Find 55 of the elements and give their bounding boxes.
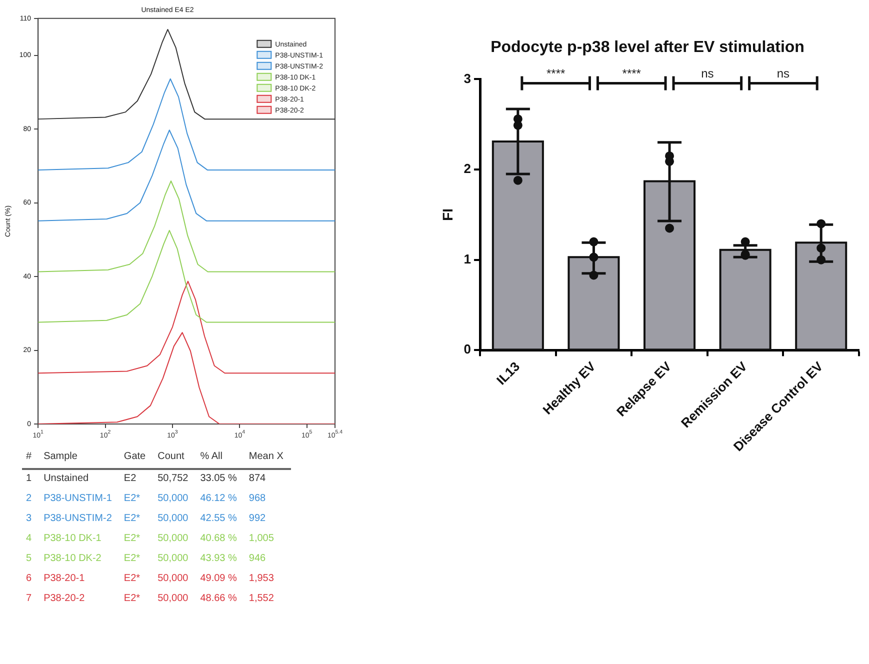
text: E2* (122, 552, 142, 566)
text: 4 (25, 532, 33, 546)
text: Unstained (42, 472, 90, 486)
chart-title: Podocyte p-p38 level after EV stimulation (490, 39, 804, 56)
text: 42.55 % (199, 512, 238, 526)
text: E2* (122, 492, 142, 506)
text: 6 (25, 572, 33, 586)
text: 50,000 (156, 552, 190, 566)
y-axis-title: FI (439, 208, 456, 221)
text: Gate (120, 448, 154, 469)
text: E2* (122, 512, 142, 526)
text: P38-20-2 (42, 592, 86, 606)
text: 46.12 % (199, 492, 238, 506)
text: E2* (122, 592, 142, 606)
text: 968 (248, 492, 267, 506)
text: P38-UNSTIM-2 (42, 512, 113, 526)
text: P38-UNSTIM-1 (42, 492, 113, 506)
text: Count (154, 448, 196, 469)
text: 946 (248, 552, 267, 566)
text: % All (196, 448, 245, 469)
text: P38-10 DK-1 (42, 532, 102, 546)
text: 50,000 (156, 492, 190, 506)
text: # (22, 448, 40, 469)
text: 1,552 (248, 592, 275, 606)
text: P38-10 DK-2 (42, 552, 102, 566)
text: 49.09 % (199, 572, 238, 586)
text: 43.93 % (199, 552, 238, 566)
text: 50,000 (156, 592, 190, 606)
text: 50,000 (156, 572, 190, 586)
text: 50,752 (156, 472, 190, 486)
text: E2 (122, 472, 138, 486)
annotation: **** (546, 66, 566, 81)
text: P38-20-1 (42, 572, 86, 586)
text: 1,953 (248, 572, 275, 586)
y-tick-label: 1 (464, 251, 472, 266)
text: Mean X (244, 448, 292, 469)
annotation: **** (622, 66, 642, 81)
text: 50,000 (156, 532, 190, 546)
text: 7 (25, 592, 33, 606)
text: E2* (122, 572, 142, 586)
annotation: ns (776, 66, 790, 81)
text: 1,005 (248, 532, 275, 546)
text: 874 (248, 472, 267, 486)
text: E2* (122, 532, 142, 546)
text: 50,000 (156, 512, 190, 526)
text: Sample (40, 448, 120, 469)
text: 33.05 % (199, 472, 238, 486)
y-tick-label: 0 (464, 342, 472, 357)
annotation: ns (701, 66, 714, 81)
text: 40.68 % (199, 532, 238, 546)
text: 48.66 % (199, 592, 238, 606)
text: 5 (25, 552, 33, 566)
y-tick-label: 3 (464, 70, 472, 86)
text: 992 (248, 512, 267, 526)
y-tick-label: 2 (464, 161, 472, 176)
